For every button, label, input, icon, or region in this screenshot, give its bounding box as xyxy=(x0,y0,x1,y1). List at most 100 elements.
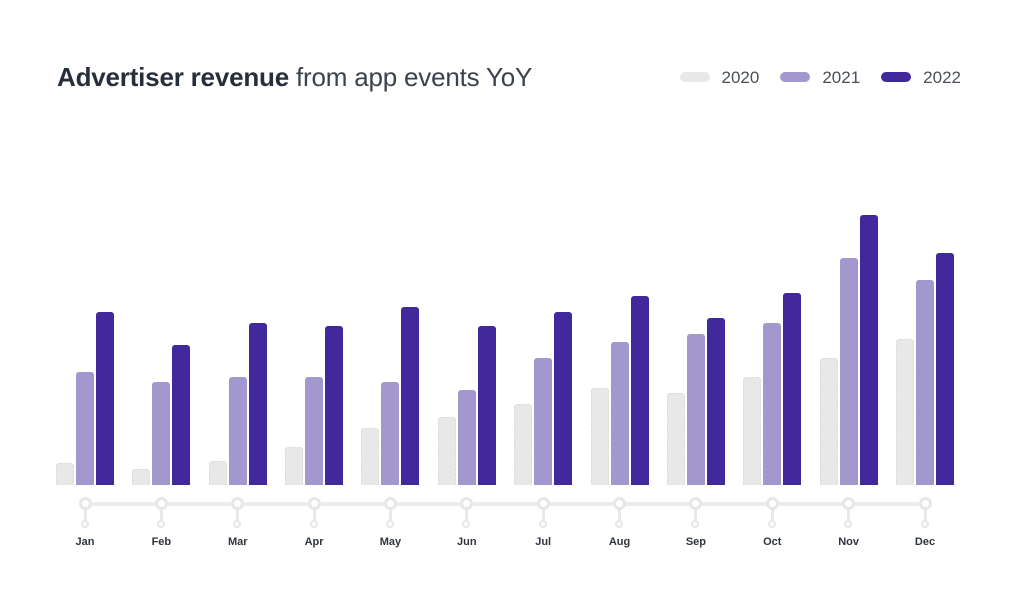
bar-group-jul xyxy=(514,312,573,485)
axis-node-ring-apr xyxy=(307,497,321,510)
axis-node-ring-dec xyxy=(918,497,932,510)
month-label-may: May xyxy=(379,536,402,548)
month-label-jul: Jul xyxy=(535,536,552,548)
month-label-jun: Jun xyxy=(457,536,477,548)
bar-2022-oct xyxy=(783,293,802,485)
bar-group-mar xyxy=(208,323,267,485)
legend-label: 2021 xyxy=(822,67,861,87)
axis-node-dot-jan xyxy=(80,520,89,528)
axis-node-dot-nov xyxy=(844,520,853,528)
axis-node-dot-may xyxy=(385,520,394,528)
bar-2020-apr xyxy=(285,447,304,485)
month-label-oct: Oct xyxy=(763,536,782,548)
chart-header: Advertiser revenue from app events YoY 2… xyxy=(57,60,961,94)
axis-node-dot-feb xyxy=(156,520,165,528)
month-label-mar: Mar xyxy=(227,536,248,548)
bar-2022-jun xyxy=(477,326,496,485)
bar-2021-feb xyxy=(152,382,171,485)
axis-node-dot-oct xyxy=(767,520,776,528)
bar-2020-oct xyxy=(743,377,762,485)
bar-2020-aug xyxy=(590,388,609,485)
legend-swatch-2022-icon xyxy=(881,72,912,82)
legend-swatch-2020-icon xyxy=(679,72,710,82)
axis-node-dot-dec xyxy=(920,520,929,528)
bar-2021-sep xyxy=(686,334,705,485)
month-label-feb: Feb xyxy=(151,536,172,548)
axis-node-stem-mar xyxy=(236,505,240,521)
month-label-jan: Jan xyxy=(75,536,95,548)
bar-2020-jan xyxy=(56,463,74,485)
axis-node-ring-sep xyxy=(689,497,703,510)
axis-node-stem-feb xyxy=(159,505,163,521)
chart-title: Advertiser revenue from app events YoY xyxy=(57,62,532,93)
axis-node-dot-sep xyxy=(691,520,700,528)
bar-2020-sep xyxy=(666,393,685,485)
bar-group-sep xyxy=(666,318,725,485)
legend: 2020 2021 2022 xyxy=(679,67,961,87)
axis-node-ring-jun xyxy=(460,497,474,510)
bar-2022-feb xyxy=(172,345,191,485)
x-axis-line xyxy=(85,502,925,506)
month-label-nov: Nov xyxy=(838,536,860,548)
axis-node-ring-may xyxy=(383,497,397,510)
bar-group-feb xyxy=(132,345,191,485)
bar-group-apr xyxy=(285,326,344,485)
bar-2020-jun xyxy=(437,417,456,485)
bar-2021-jun xyxy=(457,390,476,485)
bar-2021-jul xyxy=(534,358,553,485)
bar-group-jan xyxy=(56,312,114,485)
axis-node-stem-may xyxy=(388,505,392,521)
bar-2022-aug xyxy=(630,296,649,485)
month-label-sep: Sep xyxy=(685,536,706,548)
legend-swatch-2021-icon xyxy=(780,72,811,82)
bar-2022-apr xyxy=(325,326,344,485)
bar-group-nov xyxy=(819,215,878,485)
axis-node-dot-jul xyxy=(538,520,547,528)
month-label-apr: Apr xyxy=(304,536,324,548)
axis-node-stem-oct xyxy=(770,505,774,521)
axis-node-dot-mar xyxy=(233,520,242,528)
axis-node-ring-jan xyxy=(78,497,92,510)
bar-2020-nov xyxy=(819,358,838,485)
axis-node-ring-oct xyxy=(765,497,779,510)
bar-2021-dec xyxy=(916,280,934,485)
bar-2021-aug xyxy=(610,342,629,485)
bar-group-dec xyxy=(896,253,954,485)
month-label-dec: Dec xyxy=(914,536,936,548)
chart-title-rest: from app events YoY xyxy=(296,61,533,92)
axis-node-stem-nov xyxy=(847,505,851,521)
axis-node-stem-jan xyxy=(83,505,87,521)
axis-node-ring-feb xyxy=(154,497,168,510)
bar-2022-sep xyxy=(706,318,725,485)
axis-node-ring-jul xyxy=(536,497,550,510)
bar-2022-may xyxy=(401,307,420,485)
axis-node-stem-aug xyxy=(618,505,622,521)
bar-2021-may xyxy=(381,382,400,485)
bar-2022-nov xyxy=(859,215,878,485)
bar-group-aug xyxy=(590,296,649,485)
axis-node-stem-dec xyxy=(923,505,927,521)
axis-node-dot-apr xyxy=(309,520,318,528)
bar-2021-nov xyxy=(839,258,858,485)
legend-label: 2020 xyxy=(721,67,760,87)
bar-2020-feb xyxy=(132,469,151,485)
axis-node-stem-jul xyxy=(541,505,545,521)
axis-node-dot-aug xyxy=(615,520,624,528)
axis-node-stem-jun xyxy=(465,505,469,521)
bar-2022-jul xyxy=(554,312,573,485)
bar-2022-jan xyxy=(96,312,114,485)
bar-group-oct xyxy=(743,293,802,485)
bar-2021-oct xyxy=(763,323,782,485)
axis-node-ring-mar xyxy=(231,497,245,510)
legend-item-2021: 2021 xyxy=(780,69,860,86)
axis-node-ring-nov xyxy=(842,497,856,510)
axis-node-stem-apr xyxy=(312,505,316,521)
bar-group-may xyxy=(361,307,420,485)
bar-group-jun xyxy=(437,326,496,485)
bar-2020-jul xyxy=(514,404,533,485)
bar-2021-mar xyxy=(228,377,247,485)
month-label-aug: Aug xyxy=(608,536,631,548)
axis-node-ring-aug xyxy=(613,497,627,510)
